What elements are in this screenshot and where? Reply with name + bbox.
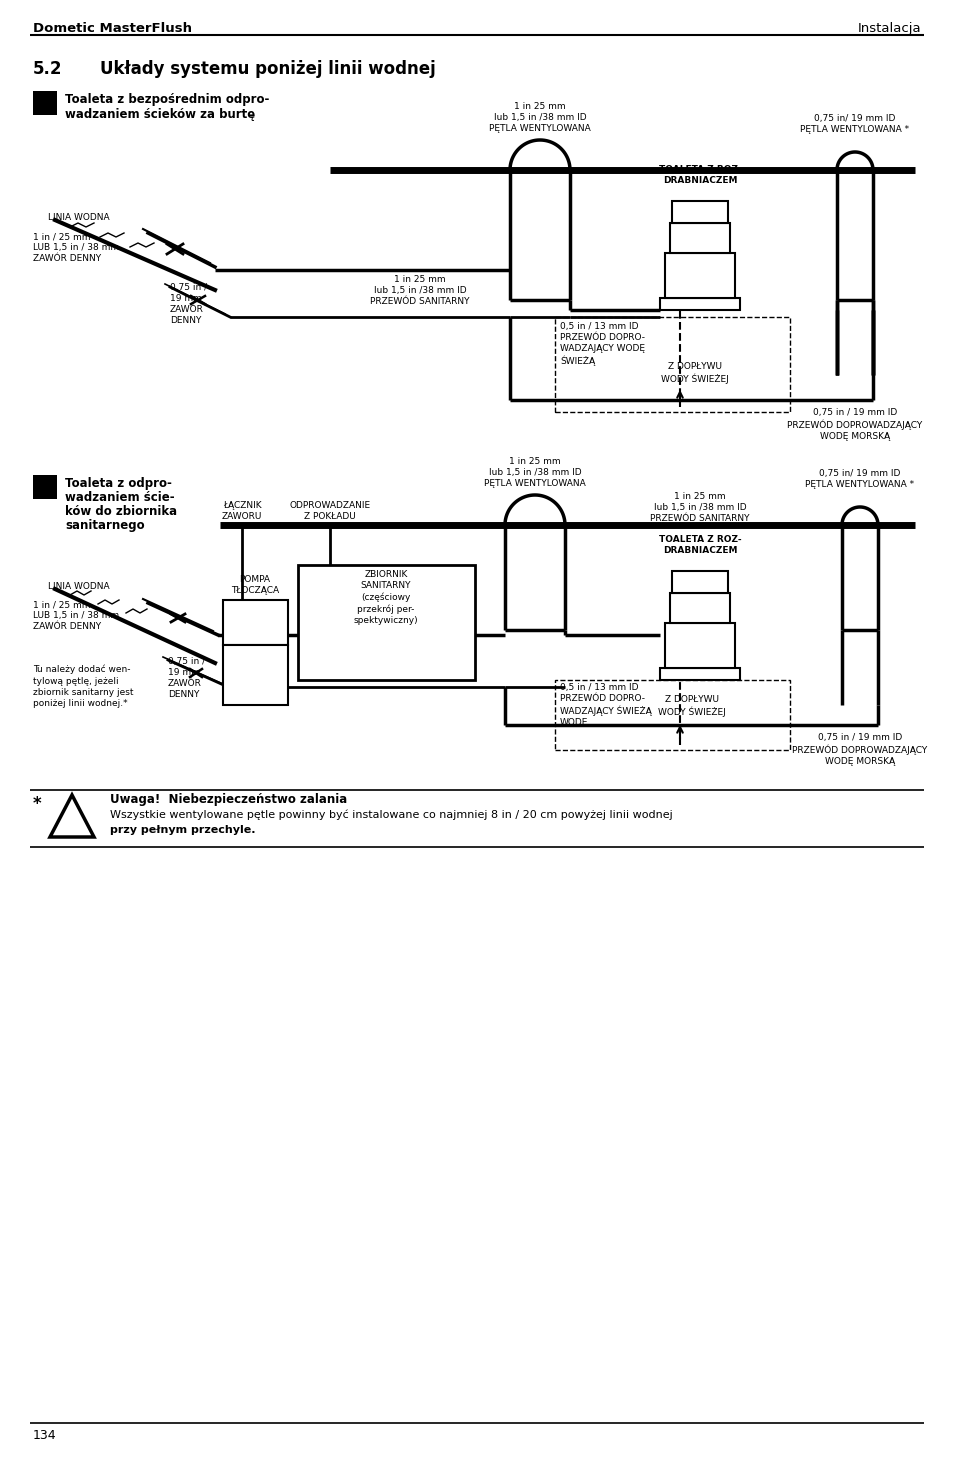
Text: TOALETA Z ROZ-
DRABNIACZEM: TOALETA Z ROZ- DRABNIACZEM bbox=[658, 535, 740, 555]
Text: 1 in / 25 mm
LUB 1,5 in / 38 mm
ZAWÓR DENNY: 1 in / 25 mm LUB 1,5 in / 38 mm ZAWÓR DE… bbox=[33, 232, 119, 263]
Text: 1 in 25 mm
lub 1,5 in /38 mm ID
PRZEWÓD SANITARNY: 1 in 25 mm lub 1,5 in /38 mm ID PRZEWÓD … bbox=[370, 274, 469, 307]
Text: sanitarnego: sanitarnego bbox=[65, 519, 145, 532]
Bar bbox=[659, 298, 740, 310]
Bar bbox=[669, 593, 729, 622]
Text: Z DOPŁYWU
WODY ŚWIEŻEJ: Z DOPŁYWU WODY ŚWIEŻEJ bbox=[660, 361, 728, 384]
Bar bbox=[659, 668, 740, 680]
Bar bbox=[671, 201, 727, 223]
Text: LINIA WODNA: LINIA WODNA bbox=[48, 212, 110, 223]
Text: 0,75 in /
19 mm
ZAWÓR
DENNY: 0,75 in / 19 mm ZAWÓR DENNY bbox=[168, 656, 205, 699]
Text: 134: 134 bbox=[33, 1429, 56, 1443]
Text: 0,5 in / 13 mm ID
PRZEWÓD DOPRO-
WADZAJĄCY WODĘ
ŚWIEŻĄ: 0,5 in / 13 mm ID PRZEWÓD DOPRO- WADZAJĄ… bbox=[559, 322, 644, 366]
Text: 5.2: 5.2 bbox=[33, 60, 63, 78]
Text: Uwaga!  Niebezpieczeństwo zalania: Uwaga! Niebezpieczeństwo zalania bbox=[110, 794, 347, 805]
Text: Dometic MasterFlush: Dometic MasterFlush bbox=[33, 22, 192, 35]
Text: ŁĄCZNIK
ZAWORU: ŁĄCZNIK ZAWORU bbox=[222, 502, 262, 521]
Text: 7: 7 bbox=[40, 96, 51, 111]
Bar bbox=[33, 475, 57, 499]
Bar bbox=[297, 565, 475, 680]
Text: Układy systemu poniżej linii wodnej: Układy systemu poniżej linii wodnej bbox=[100, 60, 436, 78]
Text: ków do zbiornika: ków do zbiornika bbox=[65, 504, 177, 518]
Text: wadzaniem ście-: wadzaniem ście- bbox=[65, 491, 174, 504]
Text: Toaleta z odpro-: Toaleta z odpro- bbox=[65, 476, 172, 490]
Text: 0,75 in/ 19 mm ID
PĘTLA WENTYLOWANA *: 0,75 in/ 19 mm ID PĘTLA WENTYLOWANA * bbox=[800, 114, 908, 134]
Text: wadzaniem ścieków za burtę: wadzaniem ścieków za burtę bbox=[65, 108, 255, 121]
Text: 0,75 in / 19 mm ID
PRZEWÓD DOPROWADZAJĄCY
WODĘ MORSKĄ: 0,75 in / 19 mm ID PRZEWÓD DOPROWADZAJĄC… bbox=[792, 733, 926, 766]
Text: 0,75 in /
19 mm
ZAWÓR
DENNY: 0,75 in / 19 mm ZAWÓR DENNY bbox=[170, 283, 207, 326]
Text: przy pełnym przechyle.: przy pełnym przechyle. bbox=[110, 825, 255, 835]
Text: *: * bbox=[33, 795, 42, 813]
Bar bbox=[669, 223, 729, 254]
Text: 1 in 25 mm
lub 1,5 in /38 mm ID
PRZEWÓD SANITARNY: 1 in 25 mm lub 1,5 in /38 mm ID PRZEWÓD … bbox=[650, 491, 749, 524]
Text: 0,75 in/ 19 mm ID
PĘTLA WENTYLOWANA *: 0,75 in/ 19 mm ID PĘTLA WENTYLOWANA * bbox=[804, 469, 914, 490]
Text: Z DOPŁYWU
WODY ŚWIEŻEJ: Z DOPŁYWU WODY ŚWIEŻEJ bbox=[658, 695, 725, 717]
Bar bbox=[223, 645, 288, 705]
Text: Instalacja: Instalacja bbox=[857, 22, 920, 35]
Bar bbox=[555, 680, 789, 749]
Text: Tu należy dodać wen-
tylową pętlę, jeżeli
zbiornik sanitarny jest
poniżej linii : Tu należy dodać wen- tylową pętlę, jeżel… bbox=[33, 665, 133, 708]
Text: Toaleta z bezpośrednim odpro-: Toaleta z bezpośrednim odpro- bbox=[65, 93, 269, 106]
Text: 1 in 25 mm
lub 1,5 in /38 mm ID
PĘTLA WENTYLOWANA: 1 in 25 mm lub 1,5 in /38 mm ID PĘTLA WE… bbox=[489, 102, 590, 133]
Text: POMPA
TŁOCZĄCA: POMPA TŁOCZĄCA bbox=[231, 575, 279, 594]
Text: LINIA WODNA: LINIA WODNA bbox=[48, 583, 110, 591]
Bar bbox=[33, 91, 57, 115]
Bar bbox=[671, 571, 727, 593]
Bar bbox=[664, 254, 734, 298]
Text: 0,75 in / 19 mm ID
PRZEWÓD DOPROWADZAJĄCY
WODĘ MORSKĄ: 0,75 in / 19 mm ID PRZEWÓD DOPROWADZAJĄC… bbox=[786, 409, 922, 441]
Bar bbox=[664, 622, 734, 668]
Text: 0,5 in / 13 mm ID
PRZEWÓD DOPRO-
WADZAJĄCY ŚWIEŻĄ
WODĘ: 0,5 in / 13 mm ID PRZEWÓD DOPRO- WADZAJĄ… bbox=[559, 683, 651, 727]
Text: FILTR
ZAWORU: FILTR ZAWORU bbox=[234, 659, 274, 680]
Text: ODPROWADZANIE
Z POKŁADU: ODPROWADZANIE Z POKŁADU bbox=[289, 502, 370, 521]
Text: Wszystkie wentylowane pętle powinny być instalowane co najmniej 8 in / 20 cm pow: Wszystkie wentylowane pętle powinny być … bbox=[110, 810, 672, 820]
Polygon shape bbox=[50, 795, 94, 836]
Text: 8: 8 bbox=[40, 479, 51, 494]
Text: TOALETA Z ROZ-
DRABNIACZEM: TOALETA Z ROZ- DRABNIACZEM bbox=[658, 165, 740, 184]
Text: 1 in 25 mm
lub 1,5 in /38 mm ID
PĘTLA WENTYLOWANA: 1 in 25 mm lub 1,5 in /38 mm ID PĘTLA WE… bbox=[483, 457, 585, 488]
Bar bbox=[223, 600, 288, 645]
Bar bbox=[555, 317, 789, 412]
Text: ZBIORNIK
SANITARNY
(częściowy
przekrój per-
spektywiczny): ZBIORNIK SANITARNY (częściowy przekrój p… bbox=[354, 569, 417, 625]
Text: 1 in / 25 mm
LUB 1,5 in / 38 mm
ZAWÓR DENNY: 1 in / 25 mm LUB 1,5 in / 38 mm ZAWÓR DE… bbox=[33, 600, 119, 631]
Text: !: ! bbox=[67, 808, 77, 827]
